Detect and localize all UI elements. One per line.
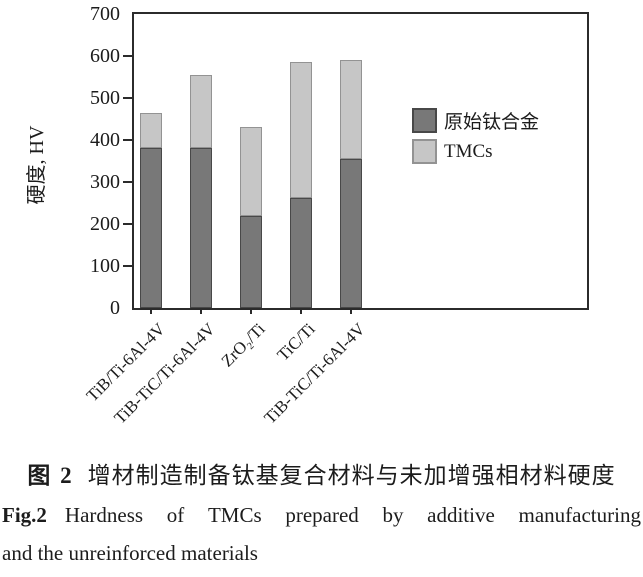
x-tick (200, 308, 202, 314)
caption-en-text: Hardness of TMCs prepared by additive manufact… (64, 503, 641, 527)
y-tick-label: 200 (90, 213, 120, 235)
legend: 原始钛合金 TMCs (412, 107, 539, 169)
y-tick-label: 600 (90, 45, 120, 67)
bar-base-segment (290, 197, 312, 308)
bar-tmc-segment (340, 60, 362, 159)
caption-chinese: 图 2 增材制造制备钛基复合材料与未加增强相材料硬度 (0, 456, 643, 490)
y-tick-label: 100 (90, 255, 120, 277)
y-tick-label: 300 (90, 171, 120, 193)
bar-base-segment (140, 148, 162, 308)
x-tick (250, 308, 252, 314)
bar-tmc-segment (190, 74, 212, 149)
y-tick (123, 265, 132, 267)
legend-label: TMCs (444, 140, 493, 162)
bar-base-segment (190, 148, 212, 308)
y-tick (123, 55, 132, 57)
y-tick-label: 700 (90, 3, 120, 25)
legend-swatch (412, 108, 437, 133)
legend-swatch (412, 139, 437, 164)
x-tick (300, 308, 302, 314)
legend-item: 原始钛合金 (412, 107, 539, 134)
legend-item: TMCs (412, 139, 539, 164)
caption-zh-text: 增材制造制备钛基复合材料与未加增强相材料硬度 (87, 463, 616, 488)
y-tick (123, 181, 132, 183)
bar-base-segment (240, 215, 262, 308)
caption-zh-number: 图 2 (27, 463, 74, 488)
bar-tmc-segment (290, 62, 312, 198)
legend-label: 原始钛合金 (444, 112, 540, 133)
y-tick-label: 0 (110, 297, 120, 319)
y-tick-label: 400 (90, 129, 120, 151)
y-axis-title-text: 硬度, HV (26, 125, 48, 205)
y-tick (123, 139, 132, 141)
bar-tmc-segment (140, 112, 162, 149)
y-tick-label: 500 (90, 87, 120, 109)
y-tick (123, 223, 132, 225)
bar-tmc-segment (240, 127, 262, 216)
caption-english-line2: and the unreinforced materials (2, 541, 258, 565)
caption-english-line1: Fig.2 Hardness of TMCs prepared by additive ma… (2, 503, 641, 528)
x-tick (350, 308, 352, 314)
caption-en-number: Fig.2 (2, 503, 47, 527)
y-tick (123, 97, 132, 99)
bar-base-segment (340, 158, 362, 308)
plot-area: 0 100 200 300 400 500 600 700 TiB/Ti-6Al-4V TiB-T… (83, 4, 589, 428)
x-tick (150, 308, 152, 314)
